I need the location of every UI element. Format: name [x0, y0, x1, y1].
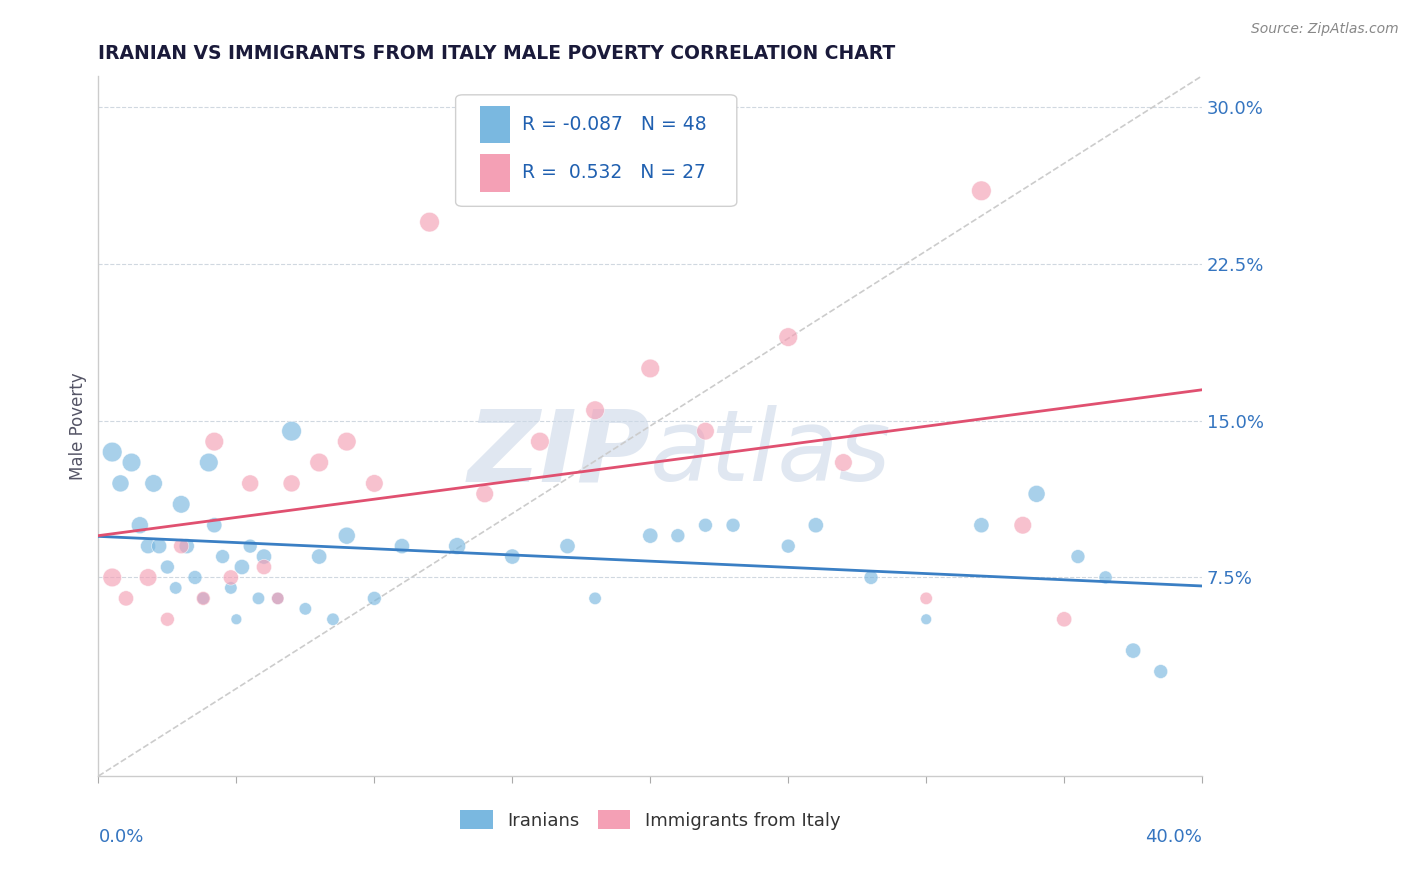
Text: 0.0%: 0.0%	[98, 829, 143, 847]
Point	[1150, 665, 1173, 679]
Point	[638, 529, 661, 543]
Text: 40.0%: 40.0%	[1146, 829, 1202, 847]
Point	[557, 539, 579, 553]
Point	[915, 612, 938, 626]
Point	[253, 560, 276, 574]
Point	[832, 456, 855, 470]
Point	[115, 591, 138, 606]
Point	[529, 434, 551, 449]
Point	[1053, 612, 1076, 626]
Point	[915, 591, 938, 606]
Point	[225, 612, 247, 626]
Point	[148, 539, 170, 553]
Point	[165, 581, 187, 595]
Text: R = -0.087   N = 48: R = -0.087 N = 48	[522, 115, 706, 134]
Point	[501, 549, 523, 564]
Text: R =  0.532   N = 27: R = 0.532 N = 27	[522, 163, 706, 182]
Point	[193, 591, 215, 606]
Point	[778, 330, 800, 344]
Point	[336, 434, 359, 449]
Point	[231, 560, 253, 574]
Point	[860, 570, 883, 584]
Point	[721, 518, 744, 533]
Point	[211, 549, 233, 564]
Point	[142, 476, 165, 491]
Point	[267, 591, 290, 606]
Point	[184, 570, 207, 584]
Point	[170, 497, 193, 511]
Point	[1025, 487, 1047, 501]
Point	[970, 518, 993, 533]
Point	[267, 591, 290, 606]
Point	[308, 549, 330, 564]
Point	[804, 518, 827, 533]
Text: ZIP: ZIP	[467, 406, 650, 502]
Point	[136, 539, 159, 553]
Point	[308, 456, 330, 470]
Point	[583, 591, 606, 606]
Point	[121, 456, 143, 470]
Text: IRANIAN VS IMMIGRANTS FROM ITALY MALE POVERTY CORRELATION CHART: IRANIAN VS IMMIGRANTS FROM ITALY MALE PO…	[98, 44, 896, 63]
Point	[583, 403, 606, 417]
Point	[219, 570, 242, 584]
Point	[110, 476, 132, 491]
Point	[474, 487, 496, 501]
Text: Source: ZipAtlas.com: Source: ZipAtlas.com	[1251, 22, 1399, 37]
Point	[970, 184, 993, 198]
Point	[202, 518, 225, 533]
Point	[193, 591, 215, 606]
Point	[638, 361, 661, 376]
Point	[197, 456, 219, 470]
Point	[156, 560, 179, 574]
Point	[391, 539, 413, 553]
Point	[128, 518, 150, 533]
Point	[239, 539, 262, 553]
Point	[322, 612, 344, 626]
Point	[219, 581, 242, 595]
Point	[280, 476, 302, 491]
Point	[778, 539, 800, 553]
Point	[202, 434, 225, 449]
Y-axis label: Male Poverty: Male Poverty	[69, 372, 87, 480]
Point	[247, 591, 270, 606]
Point	[336, 529, 359, 543]
Legend: Iranians, Immigrants from Italy: Iranians, Immigrants from Italy	[453, 803, 848, 837]
Point	[101, 570, 124, 584]
Point	[695, 518, 717, 533]
Point	[1067, 549, 1090, 564]
Point	[695, 424, 717, 438]
Point	[170, 539, 193, 553]
Point	[280, 424, 302, 438]
Point	[176, 539, 198, 553]
Point	[136, 570, 159, 584]
Point	[1122, 643, 1144, 657]
Point	[419, 215, 441, 229]
Point	[101, 445, 124, 459]
Point	[156, 612, 179, 626]
Point	[253, 549, 276, 564]
Point	[1094, 570, 1116, 584]
Point	[1011, 518, 1033, 533]
Point	[239, 476, 262, 491]
Text: atlas: atlas	[650, 406, 891, 502]
Point	[294, 602, 316, 616]
Point	[446, 539, 468, 553]
Point	[363, 476, 385, 491]
Point	[363, 591, 385, 606]
Point	[666, 529, 689, 543]
